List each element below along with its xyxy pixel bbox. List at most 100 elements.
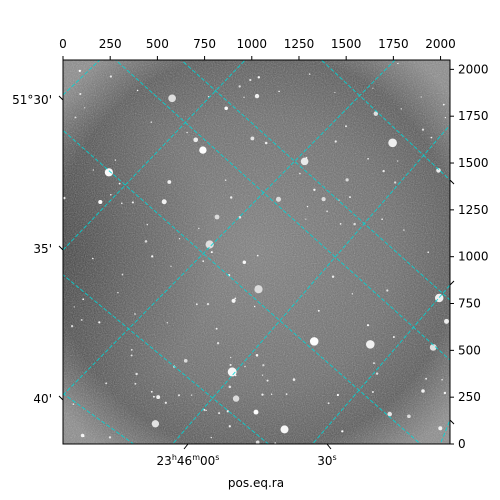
y-right-tick-label: 1000 <box>458 250 489 264</box>
star <box>238 216 242 219</box>
star <box>243 96 245 98</box>
grid-line <box>114 60 450 361</box>
dec-tick-label-2: 35' <box>33 242 52 256</box>
y-right-tick-label: 750 <box>458 297 481 311</box>
star <box>168 94 176 103</box>
star <box>392 336 395 338</box>
star <box>206 302 210 306</box>
star <box>73 306 75 308</box>
world-tick <box>449 179 455 185</box>
star <box>193 137 199 143</box>
star <box>345 178 349 182</box>
star <box>305 218 307 220</box>
star <box>228 385 232 389</box>
star <box>394 181 397 184</box>
star <box>108 436 112 439</box>
star <box>382 169 385 173</box>
star <box>366 340 375 349</box>
star <box>425 377 428 380</box>
y-right-tick-label: 1750 <box>458 109 489 123</box>
x-pixel-axis-top: 0 250 500 750 1000 1250 1500 1750 2000 <box>59 37 456 60</box>
star <box>186 131 188 134</box>
star <box>224 106 228 111</box>
y-right-tick-label: 500 <box>458 343 481 357</box>
grid-line <box>63 129 422 444</box>
star <box>266 379 269 382</box>
grid-line <box>320 60 450 181</box>
world-tick <box>58 395 64 401</box>
star <box>170 265 172 267</box>
star <box>429 344 437 351</box>
star <box>351 293 354 295</box>
star <box>216 342 220 345</box>
star <box>372 87 374 89</box>
star <box>156 395 161 400</box>
star <box>308 73 311 75</box>
star <box>250 136 255 141</box>
star <box>254 305 256 308</box>
star <box>345 125 347 128</box>
star <box>317 309 320 312</box>
star <box>224 179 227 181</box>
star <box>70 325 74 328</box>
star <box>262 364 265 367</box>
star <box>388 138 397 148</box>
star <box>375 372 379 375</box>
star <box>228 425 231 428</box>
star <box>230 356 232 359</box>
star <box>78 69 81 73</box>
y-right-tick-label: 0 <box>458 437 466 451</box>
star <box>349 196 351 199</box>
star <box>210 251 213 254</box>
star <box>255 354 259 357</box>
star <box>321 197 326 202</box>
star <box>130 354 133 357</box>
star <box>256 254 259 257</box>
ra-tick-label-1: 23h46m00s <box>157 453 220 468</box>
star <box>253 409 259 415</box>
star <box>80 433 85 438</box>
star <box>151 420 160 428</box>
star <box>397 160 399 162</box>
star-field <box>63 62 449 444</box>
star <box>331 275 335 278</box>
star <box>403 229 405 231</box>
star <box>134 313 136 315</box>
star <box>134 382 137 385</box>
star <box>151 255 154 258</box>
star <box>80 318 83 321</box>
star <box>195 303 198 306</box>
star <box>190 394 193 396</box>
star <box>167 180 172 184</box>
star <box>242 260 247 265</box>
star <box>299 172 301 175</box>
x-top-tick-label: 1500 <box>331 37 362 51</box>
star <box>72 403 75 405</box>
star <box>430 136 433 139</box>
star <box>309 337 319 346</box>
star <box>117 291 119 294</box>
dec-tick-label-3: 40' <box>33 392 52 406</box>
star <box>150 390 153 393</box>
x-top-tick-label: 750 <box>193 37 216 51</box>
x-top-tick-label: 1250 <box>284 37 315 51</box>
star <box>84 107 86 109</box>
star <box>257 76 261 79</box>
star <box>427 251 430 254</box>
star <box>214 214 220 220</box>
star <box>254 93 260 99</box>
star <box>366 324 370 327</box>
star <box>166 322 169 324</box>
star <box>387 411 392 417</box>
star <box>152 395 155 398</box>
star <box>444 318 449 324</box>
star <box>136 89 139 92</box>
star <box>339 223 342 225</box>
world-tick <box>326 443 332 450</box>
star <box>336 393 339 397</box>
star <box>205 409 207 412</box>
grid-line <box>180 60 450 301</box>
star <box>300 157 309 166</box>
star <box>104 168 114 177</box>
star <box>367 157 369 160</box>
